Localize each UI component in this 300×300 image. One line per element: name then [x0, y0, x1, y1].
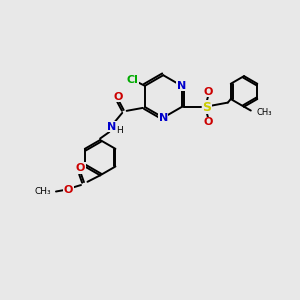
Text: S: S — [202, 100, 211, 113]
Text: O: O — [114, 92, 123, 102]
Text: N: N — [177, 81, 186, 91]
Text: O: O — [76, 163, 85, 173]
Text: N: N — [107, 122, 116, 132]
Text: Cl: Cl — [127, 75, 139, 85]
Text: CH₃: CH₃ — [34, 187, 51, 196]
Text: O: O — [64, 185, 73, 195]
Text: CH₃: CH₃ — [257, 107, 272, 116]
Text: H: H — [116, 126, 123, 135]
Text: O: O — [203, 117, 213, 127]
Text: O: O — [203, 87, 213, 97]
Text: N: N — [159, 112, 168, 123]
